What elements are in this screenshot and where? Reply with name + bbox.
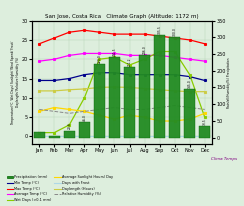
Text: 145.0: 145.0 <box>188 79 192 88</box>
Bar <box>154 35 165 138</box>
Legend: Precipitation (mm), Min Temp (°C), Max Temp (°C), Average Temp (°C), Wet Days (>: Precipitation (mm), Min Temp (°C), Max T… <box>7 175 113 202</box>
Text: 211.2: 211.2 <box>128 57 132 66</box>
Text: 20.6: 20.6 <box>67 122 71 129</box>
Text: 33.5: 33.5 <box>203 118 207 125</box>
Title: San Jose, Costa Rica   Climate Graph (Altitude: 1172 m): San Jose, Costa Rica Climate Graph (Alti… <box>45 14 199 19</box>
Bar <box>124 67 135 138</box>
Text: 305.5: 305.5 <box>158 25 162 34</box>
Bar <box>34 132 45 138</box>
Bar <box>169 37 180 138</box>
Text: 220.0: 220.0 <box>97 54 102 63</box>
Bar <box>49 136 60 138</box>
Bar <box>94 64 105 138</box>
Bar <box>109 57 120 138</box>
Y-axis label: Rainfall/Humidity(%) Precipitation: Rainfall/Humidity(%) Precipitation <box>227 57 231 108</box>
Text: Clima Temps: Clima Temps <box>211 157 237 161</box>
Y-axis label: Temperature/°C  Wet Days/ Sunlight/ Wind Speed/ Frost/
Daylength/ Relative Humid: Temperature/°C Wet Days/ Sunlight/ Wind … <box>11 40 20 124</box>
Text: 46.0: 46.0 <box>82 114 86 121</box>
Bar <box>64 131 75 138</box>
Bar <box>184 89 195 138</box>
Bar <box>199 126 210 138</box>
Bar <box>79 122 90 138</box>
Text: 246.0: 246.0 <box>142 45 147 54</box>
Text: 241.5: 241.5 <box>112 47 116 55</box>
Bar <box>139 55 150 138</box>
Text: 300.0: 300.0 <box>173 27 177 36</box>
